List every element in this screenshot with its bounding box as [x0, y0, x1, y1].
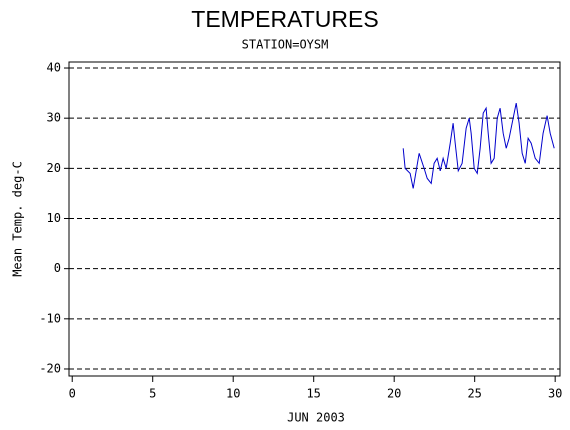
y-tick-label: 10: [47, 211, 61, 225]
y-tick-label: -20: [39, 361, 61, 375]
data-line: [402, 103, 555, 189]
x-tick-label: 0: [69, 387, 76, 401]
chart-subtitle: STATION=OYSM: [242, 38, 329, 52]
y-tick-label: 40: [47, 61, 61, 75]
x-tick-label: 15: [306, 387, 320, 401]
plot-frame: [68, 61, 561, 377]
y-axis-label: Mean Temp. deg-C: [11, 161, 25, 277]
y-tick-label: 20: [47, 161, 61, 175]
x-tick-label: 5: [149, 387, 156, 401]
x-tick-label: 25: [467, 387, 481, 401]
chart-title: TEMPERATURES: [191, 6, 378, 32]
x-tick-label: 10: [226, 387, 240, 401]
x-tick-label: 20: [387, 387, 401, 401]
y-tick-label: 30: [47, 111, 61, 125]
y-tick-label: -10: [39, 311, 61, 325]
y-tick-label: 0: [54, 261, 61, 275]
x-tick-label: 30: [548, 387, 562, 401]
x-axis-label: JUN 2003: [287, 411, 345, 425]
